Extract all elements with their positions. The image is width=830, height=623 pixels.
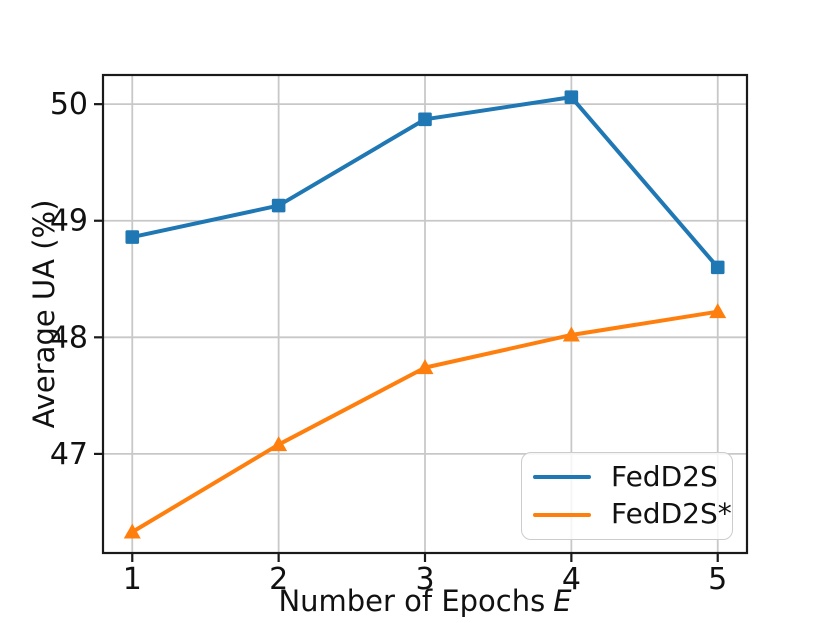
y-tick-label: 48 — [50, 320, 88, 355]
legend-label-fedd2s: FedD2S — [611, 459, 718, 493]
x-axis-label: Number of Epochs E — [103, 584, 747, 618]
data-point-marker-triangle — [562, 326, 580, 342]
x-tick-label: 3 — [415, 562, 434, 597]
x-tick-label: 2 — [269, 562, 288, 597]
data-point-marker-triangle — [416, 359, 434, 375]
data-point-marker-square — [125, 230, 140, 244]
y-tick-label: 50 — [50, 87, 88, 122]
data-point-marker-square — [710, 260, 725, 275]
x-tick-label: 5 — [708, 562, 727, 597]
y-tick-label: 47 — [50, 437, 88, 472]
legend-label-fedd2s-star: FedD2S* — [611, 497, 732, 531]
legend-item-fedd2s-star: FedD2S* — [522, 499, 732, 530]
data-point-marker-square — [418, 112, 432, 127]
x-axis-label-variable: E — [553, 584, 572, 618]
legend-line-swatch-fedd2s — [533, 475, 591, 480]
data-point-marker-triangle — [709, 303, 727, 319]
x-axis-label-text: Number of Epochs — [278, 584, 546, 618]
legend-line-swatch-fedd2s-star — [533, 512, 591, 517]
legend-item-fedd2s: FedD2S — [522, 459, 732, 493]
x-tick-label: 4 — [562, 562, 581, 597]
data-point-marker-square — [271, 198, 286, 213]
legend: FedD2S FedD2S* — [521, 452, 733, 540]
data-point-marker-triangle — [270, 436, 288, 452]
y-axis-label: Average UA (%) — [27, 199, 61, 429]
axes-spines — [101, 73, 749, 555]
data-point-marker-triangle — [123, 523, 141, 539]
y-tick-label: 49 — [50, 204, 88, 239]
data-point-marker-square — [564, 90, 579, 104]
x-tick-label: 1 — [123, 562, 142, 597]
